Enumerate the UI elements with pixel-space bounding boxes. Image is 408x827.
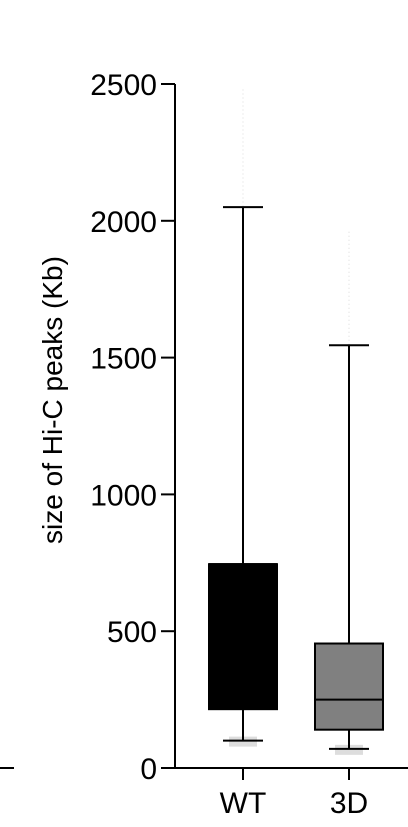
iqr-box-wt	[208, 563, 278, 711]
iqr-box-3d	[314, 642, 384, 731]
y-axis-title: size of Hi-C peaks (Kb)	[37, 256, 68, 544]
y-tick-label-1500: 1500	[90, 343, 157, 376]
y-tick-label-500: 500	[107, 616, 157, 649]
x-tick-label-WT: WT	[220, 787, 267, 820]
box-3d	[314, 231, 384, 755]
x-axis: WT 3D	[175, 767, 408, 820]
y-axis: 0 500 1000 1500 2000 2500	[90, 69, 176, 786]
boxes	[208, 89, 384, 755]
box-wt	[208, 89, 278, 747]
y-tick-label-1000: 1000	[90, 479, 157, 512]
y-tick-label-2500: 2500	[90, 69, 157, 102]
x-tick-label-3D: 3D	[330, 787, 368, 820]
y-tick-label-2000: 2000	[90, 206, 157, 239]
y-tick-label-0: 0	[140, 753, 157, 786]
